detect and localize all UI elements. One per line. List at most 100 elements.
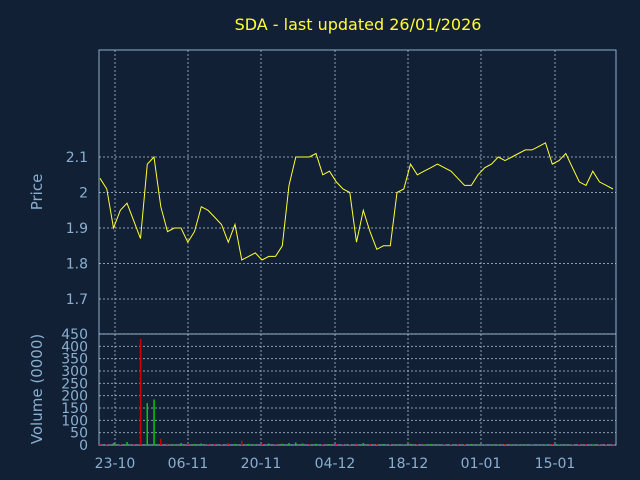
volume-bar	[322, 444, 324, 445]
volume-bar	[220, 444, 223, 445]
volume-bar	[490, 444, 493, 445]
volume-bar	[288, 443, 290, 445]
volume-bar	[463, 444, 466, 445]
volume-bar	[166, 443, 169, 445]
volume-bar	[160, 438, 162, 445]
volume-ytick-label: 0	[79, 438, 88, 454]
volume-bar	[416, 444, 418, 445]
xtick-label: 18-12	[388, 456, 429, 472]
volume-bar	[315, 443, 317, 445]
volume-bar	[612, 444, 614, 445]
chart-title: SDA - last updated 26/01/2026	[235, 15, 482, 34]
volume-bar	[504, 444, 506, 445]
volume-ytick-label: 200	[61, 389, 88, 405]
volume-bar	[511, 444, 513, 445]
volume-bar	[605, 444, 607, 445]
volume-bar	[538, 444, 540, 445]
price-ytick-label: 1.7	[66, 292, 88, 308]
volume-bar	[389, 444, 391, 445]
xtick-label: 20-11	[241, 456, 282, 472]
volume-plot-frame	[98, 333, 617, 446]
volume-bar	[558, 444, 560, 445]
volume-bar	[295, 442, 297, 445]
volume-bar	[133, 444, 135, 445]
xtick-label: 04-12	[315, 456, 356, 472]
volume-bar	[241, 440, 243, 445]
volume-axis-label: Volume (0000)	[28, 334, 46, 444]
volume-bar	[409, 443, 412, 445]
volume-bar	[126, 442, 128, 445]
volume-bar	[193, 444, 196, 445]
volume-bar	[207, 444, 209, 445]
price-ytick-label: 2	[79, 186, 88, 202]
price-panel: 1.7 1.8 1.9 2 2.1 Price	[28, 49, 617, 335]
volume-ytick-label: 350	[61, 352, 88, 368]
xtick-label: 15-01	[535, 456, 576, 472]
volume-bar	[335, 443, 337, 445]
volume-bar	[200, 443, 202, 445]
volume-ytick-label: 250	[61, 376, 88, 392]
volume-bar	[551, 444, 553, 445]
volume-bar	[598, 444, 601, 445]
volume-bar	[139, 338, 142, 445]
volume-bar	[524, 444, 526, 445]
volume-bar	[578, 444, 580, 445]
volume-bar	[180, 443, 182, 445]
volume-bar	[349, 444, 351, 445]
volume-bar	[423, 444, 425, 445]
volume-bar	[308, 444, 310, 445]
volume-bar	[301, 443, 304, 445]
volume-ytick-label: 100	[61, 413, 88, 429]
volume-bar	[382, 444, 385, 445]
volume-bar	[436, 444, 439, 445]
xtick-label: 06-11	[168, 456, 209, 472]
volume-bar	[187, 443, 189, 445]
volume-bar	[355, 443, 358, 445]
volume-bar	[430, 444, 432, 445]
xtick-label: 01-01	[461, 456, 502, 472]
price-axis-label: Price	[28, 174, 46, 211]
price-ytick-label: 2.1	[66, 150, 88, 166]
volume-bar	[268, 443, 270, 445]
volume-bar	[254, 444, 256, 445]
volume-bar	[106, 444, 108, 445]
volume-bar	[477, 444, 479, 445]
volume-bar	[342, 444, 344, 445]
volume-bar	[173, 444, 175, 445]
volume-bar	[362, 443, 364, 445]
volume-bar	[234, 444, 236, 445]
volume-bar	[112, 443, 115, 445]
volume-bar	[484, 444, 486, 445]
volume-bar	[450, 444, 452, 445]
volume-bar	[585, 444, 587, 445]
volume-bar	[376, 444, 378, 445]
price-series-line	[99, 142, 614, 261]
volume-bar	[544, 444, 547, 445]
volume-bar	[146, 403, 148, 445]
volume-bar	[396, 444, 398, 445]
volume-bar	[99, 443, 101, 445]
volume-bar	[281, 443, 283, 445]
volume-bar	[592, 444, 594, 445]
volume-bar	[214, 443, 216, 445]
volume-bar	[227, 443, 229, 445]
volume-bar	[403, 444, 405, 445]
volume-ytick-label: 400	[61, 339, 88, 355]
volume-bar	[261, 444, 263, 445]
volume-bar	[565, 444, 567, 445]
price-ytick-label: 1.8	[66, 257, 88, 273]
volume-bar	[571, 444, 574, 445]
volume-ytick-label: 50	[70, 426, 88, 442]
volume-bar	[274, 444, 277, 445]
xtick-label: 23-10	[95, 456, 136, 472]
price-ytick-label: 1.9	[66, 221, 88, 237]
volume-ytick-label: 300	[61, 364, 88, 380]
volume-bar	[517, 444, 520, 445]
volume-ytick-label: 150	[61, 401, 88, 417]
volume-bar	[457, 444, 459, 445]
volume-bar	[443, 444, 445, 445]
volume-bar	[153, 399, 155, 445]
volume-ytick-label: 450	[61, 327, 88, 343]
